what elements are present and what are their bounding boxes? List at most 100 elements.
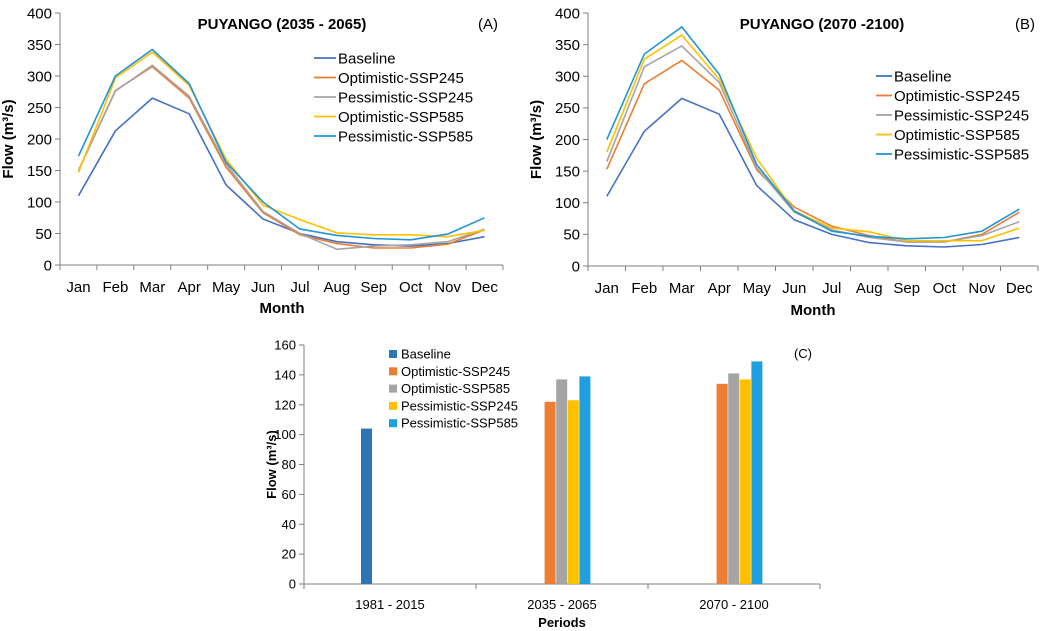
y-tick-label: 140 xyxy=(274,367,296,382)
x-tick-label: Dec xyxy=(471,279,498,296)
x-tick-label: Jun xyxy=(251,279,275,296)
panel-c: 0 20 40 60 80 100 120 140 160 Flow (m³/s) Periods (… xyxy=(264,338,821,630)
x-tick-label: 2035 - 2065 xyxy=(527,597,596,612)
x-axis-title: Periods xyxy=(538,615,586,630)
legend-label: Optimistic-SSP245 xyxy=(338,70,464,87)
y-tick-label: 50 xyxy=(35,226,52,243)
y-tick-label: 300 xyxy=(555,69,580,86)
legend-label: Optimistic-SSP245 xyxy=(894,88,1020,105)
panel-label: (B) xyxy=(1015,16,1035,33)
bar-pessimistic-ssp245-2 xyxy=(739,379,751,584)
bar-baseline-0 xyxy=(361,428,372,584)
series-line-optimistic-ssp585 xyxy=(606,34,1020,242)
x-tick-label: Apr xyxy=(708,280,731,297)
x-tick-label: Nov xyxy=(434,279,461,296)
x-tick-label: Apr xyxy=(178,279,201,296)
x-tick-label: Jan xyxy=(595,280,619,297)
series-line-pessimistic-ssp585 xyxy=(606,26,1020,240)
series-line-baseline xyxy=(606,97,1020,248)
y-tick-label: 350 xyxy=(555,37,580,54)
legend-label: Optimistic-SSP585 xyxy=(401,381,510,396)
legend-swatch xyxy=(389,401,397,410)
chart-title: PUYANGO (2035 - 2065) xyxy=(198,16,367,33)
legend-label: Optimistic-SSP245 xyxy=(401,364,510,379)
legend-swatch xyxy=(389,350,397,358)
x-tick-label: Feb xyxy=(631,280,657,297)
x-tick-label: Jul xyxy=(822,280,841,297)
chart-title: PUYANGO (2070 -2100) xyxy=(740,16,905,33)
bar-pessimistic-ssp585-2 xyxy=(751,361,763,584)
x-axis-title: Month xyxy=(791,302,836,319)
legend-swatch xyxy=(389,419,397,428)
bar-optimistic-ssp585-2 xyxy=(728,373,740,584)
x-tick-label: Dec xyxy=(1006,280,1033,297)
panel-b: 0 50 100 150 200 250 300 350 400 Flow (m³/s) Month… xyxy=(528,5,1039,319)
legend-label: Pessimistic-SSP245 xyxy=(401,398,518,413)
y-tick-label: 200 xyxy=(27,131,52,148)
x-tick-label: Oct xyxy=(399,279,423,296)
y-tick-label: 100 xyxy=(555,195,580,212)
x-tick-label: May xyxy=(212,279,241,296)
x-tick-label: Nov xyxy=(968,280,995,297)
legend-label: Optimistic-SSP585 xyxy=(338,109,464,126)
y-tick-label: 120 xyxy=(274,397,296,412)
x-tick-label: Mar xyxy=(139,279,165,296)
bar-pessimistic-ssp245-1 xyxy=(567,400,579,584)
x-tick-label: Aug xyxy=(324,279,351,296)
bar-optimistic-ssp585-1 xyxy=(556,379,568,584)
x-tick-label: May xyxy=(743,280,772,297)
y-tick-label: 40 xyxy=(282,517,296,532)
legend-label: Baseline xyxy=(338,51,396,68)
legend-label: Pessimistic-SSP585 xyxy=(338,129,473,146)
y-tick-label: 50 xyxy=(563,227,580,244)
x-tick-label: 2070 - 2100 xyxy=(699,597,768,612)
series-line-optimistic-ssp585 xyxy=(77,51,485,238)
y-tick-label: 160 xyxy=(274,338,296,353)
legend-swatch xyxy=(389,384,397,393)
x-tick-label: Sep xyxy=(893,280,920,297)
x-tick-label: Mar xyxy=(669,280,695,297)
y-tick-label: 350 xyxy=(27,37,52,54)
y-tick-label: 20 xyxy=(282,547,296,562)
series-line-optimistic-ssp245 xyxy=(77,65,485,249)
y-tick-label: 0 xyxy=(572,258,580,275)
series-line-pessimistic-ssp585 xyxy=(77,48,485,241)
legend-label: Pessimistic-SSP245 xyxy=(894,108,1029,125)
x-tick-label: Feb xyxy=(102,279,128,296)
y-tick-label: 100 xyxy=(274,427,296,442)
y-tick-label: 100 xyxy=(27,194,52,211)
x-tick-label: Jun xyxy=(782,280,806,297)
x-tick-label: Jan xyxy=(66,279,90,296)
y-axis-title: Flow (m³/s) xyxy=(528,100,545,179)
panel-label: (A) xyxy=(478,16,498,33)
y-tick-label: 250 xyxy=(27,100,52,117)
x-tick-label: Jul xyxy=(290,279,309,296)
y-axis-title: Flow (m³/s) xyxy=(264,430,279,499)
y-tick-label: 80 xyxy=(282,457,296,472)
y-tick-label: 400 xyxy=(555,5,580,22)
panel-label: (C) xyxy=(794,346,812,361)
y-tick-label: 400 xyxy=(27,5,52,22)
legend-swatch xyxy=(389,367,397,376)
y-tick-label: 150 xyxy=(555,163,580,180)
legend-label: Optimistic-SSP585 xyxy=(894,127,1020,144)
bar-pessimistic-ssp585-1 xyxy=(579,376,591,584)
y-axis-title: Flow (m³/s) xyxy=(0,99,17,178)
legend-label: Baseline xyxy=(401,347,451,362)
x-axis-title: Month xyxy=(260,300,305,317)
y-tick-label: 300 xyxy=(27,68,52,85)
y-tick-label: 150 xyxy=(27,163,52,180)
y-tick-label: 0 xyxy=(44,257,52,274)
x-tick-label: Oct xyxy=(933,280,957,297)
legend-label: Pessimistic-SSP245 xyxy=(338,90,473,107)
panel-a: 0 50 100 150 200 250 300 350 400 Flow (m³/s) Month… xyxy=(0,5,504,317)
bar-optimistic-ssp245-1 xyxy=(544,401,556,584)
y-tick-label: 60 xyxy=(282,487,296,502)
y-tick-label: 250 xyxy=(555,100,580,117)
legend-label: Baseline xyxy=(894,69,952,86)
legend-label: Pessimistic-SSP585 xyxy=(894,147,1029,164)
series-line-pessimistic-ssp245 xyxy=(77,64,485,251)
series-line-baseline xyxy=(77,97,485,247)
y-tick-label: 200 xyxy=(555,132,580,149)
